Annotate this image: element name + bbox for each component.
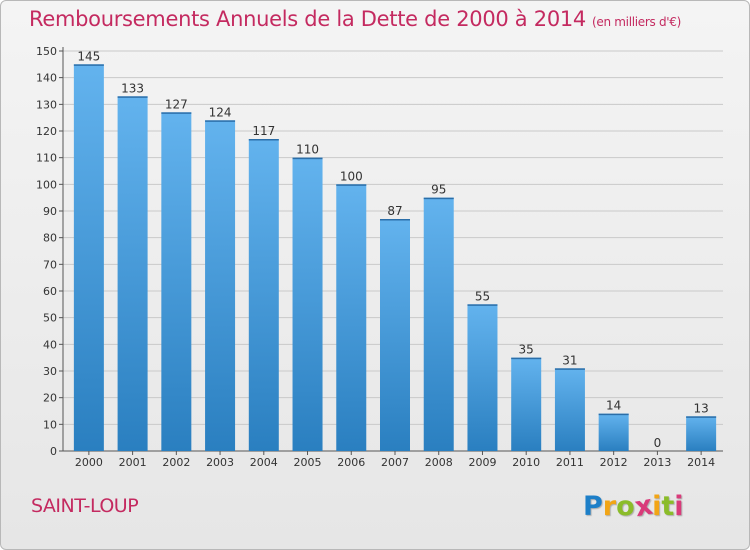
value-label-2010: 35: [519, 343, 534, 357]
bar-2011[interactable]: [554, 368, 585, 451]
value-label-2003: 124: [209, 105, 232, 119]
bar-top-edge: [423, 197, 454, 200]
logo-letter: i: [652, 491, 662, 522]
logo-letter: P: [583, 491, 603, 522]
bar-2014[interactable]: [686, 416, 717, 451]
x-tick-label: 2008: [425, 456, 453, 469]
value-label-2002: 127: [165, 97, 188, 111]
bar-2009[interactable]: [467, 304, 498, 451]
logo-letter: r: [602, 491, 617, 522]
x-tick-label: 2011: [556, 456, 584, 469]
x-tick-label: 2003: [206, 456, 234, 469]
value-label-2007: 87: [387, 204, 402, 218]
value-label-2008: 95: [431, 183, 446, 197]
x-tick-label: 2010: [512, 456, 540, 469]
bar-2007[interactable]: [380, 219, 410, 451]
y-tick-label: 140: [36, 72, 57, 85]
proxiti-logo[interactable]: Proxiti: [583, 490, 684, 524]
bar-2008[interactable]: [423, 197, 454, 451]
logo-letter: t: [661, 491, 675, 522]
y-tick-label: 80: [43, 232, 57, 245]
x-tick-label: 2007: [381, 456, 409, 469]
bar-2006[interactable]: [336, 184, 367, 452]
bar-top-edge: [161, 112, 192, 114]
value-label-2012: 14: [606, 399, 621, 413]
bar-2004[interactable]: [248, 139, 279, 451]
town-name: SAINT-LOUP: [31, 495, 139, 517]
bar-top-edge: [554, 368, 585, 370]
bar-top-edge: [598, 413, 629, 416]
bar-2003[interactable]: [205, 120, 236, 451]
bar-2010[interactable]: [511, 357, 542, 451]
value-label-2013: 0: [654, 436, 662, 450]
bar-2002[interactable]: [161, 112, 192, 451]
y-tick-label: 0: [50, 445, 57, 458]
bar-2001[interactable]: [117, 96, 148, 451]
bar-2005[interactable]: [292, 157, 323, 451]
bar-top-edge: [292, 157, 323, 160]
y-tick-label: 60: [43, 285, 57, 298]
bar-2000[interactable]: [73, 64, 104, 452]
data-labels: 145 133 127 124 117 110 100 87 95 55 35 31 14 0 13: [77, 49, 708, 450]
x-tick-label: 2009: [468, 456, 496, 469]
bars: [73, 64, 717, 452]
y-tick-label: 50: [43, 312, 57, 325]
y-tick-label: 10: [43, 418, 57, 431]
bar-2012[interactable]: [598, 413, 629, 451]
bar-top-edge: [248, 139, 279, 141]
y-tick-label: 150: [36, 45, 57, 58]
bar-top-edge: [511, 357, 542, 360]
chart-title-text: Remboursements Annuels de la Dette de 20…: [29, 7, 586, 31]
x-tick-label: 2005: [294, 456, 322, 469]
logo-letter: o: [616, 491, 635, 522]
x-tick-label: 2013: [643, 456, 671, 469]
bar-top-edge: [73, 64, 104, 66]
value-label-2009: 55: [475, 289, 490, 303]
bar-top-edge: [336, 184, 367, 186]
value-label-2005: 110: [296, 143, 319, 157]
logo-letter: i: [674, 491, 684, 522]
bar-top-edge: [686, 416, 717, 418]
x-tick-label: 2000: [75, 456, 103, 469]
value-label-2004: 117: [252, 124, 275, 138]
value-label-2000: 145: [77, 49, 100, 63]
y-tick-label: 130: [36, 98, 57, 111]
y-tick-label: 120: [36, 125, 57, 138]
y-tick-label: 40: [43, 338, 57, 351]
y-tick-label: 100: [36, 178, 57, 191]
bar-top-edge: [467, 304, 498, 306]
y-tick-label: 20: [43, 392, 57, 405]
value-label-2011: 31: [562, 353, 577, 367]
bar-top-edge: [205, 120, 236, 122]
y-tick-label: 30: [43, 365, 57, 378]
y-tick-label: 110: [36, 152, 57, 165]
value-label-2001: 133: [121, 81, 144, 95]
bar-top-edge: [117, 96, 148, 98]
x-tick-label: 2002: [162, 456, 190, 469]
x-tick-label: 2001: [119, 456, 147, 469]
axes: 0102030405060708090100110120130140150200…: [36, 45, 723, 469]
x-tick-label: 2012: [600, 456, 628, 469]
y-tick-label: 90: [43, 205, 57, 218]
value-label-2014: 13: [693, 401, 708, 415]
bar-top-edge: [380, 219, 410, 221]
x-tick-label: 2004: [250, 456, 278, 469]
value-label-2006: 100: [340, 169, 363, 183]
x-tick-label: 2006: [337, 456, 365, 469]
y-tick-label: 70: [43, 258, 57, 271]
x-tick-label: 2014: [687, 456, 715, 469]
chart-title: Remboursements Annuels de la Dette de 20…: [29, 7, 681, 31]
chart-subtitle: (en milliers d'€): [592, 15, 682, 29]
